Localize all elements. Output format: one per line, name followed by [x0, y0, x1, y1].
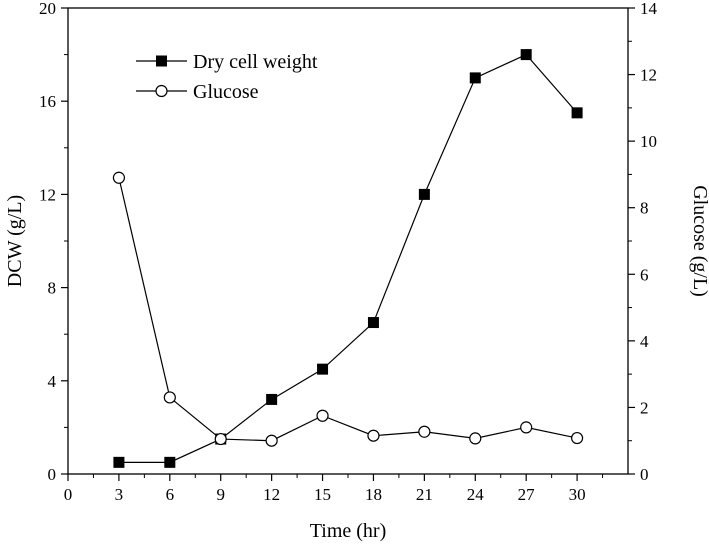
legend-label: Dry cell weight — [193, 51, 318, 73]
series-dry-cell-weight — [114, 50, 582, 468]
data-point — [419, 189, 429, 199]
y-left-tick-label: 20 — [39, 0, 56, 18]
data-point — [164, 392, 175, 403]
x-tick-label: 9 — [216, 485, 225, 504]
x-tick-label: 0 — [64, 485, 73, 504]
y-right-tick-label: 14 — [640, 0, 658, 18]
data-point — [113, 172, 124, 183]
data-point — [368, 430, 379, 441]
y-right-tick-label: 4 — [640, 332, 649, 351]
legend-item: Glucose — [136, 81, 259, 103]
legend: Dry cell weight Glucose — [136, 51, 318, 103]
data-point — [419, 426, 430, 437]
y-left-tick-label: 4 — [48, 372, 57, 391]
y-left-tick-label: 0 — [48, 465, 57, 484]
y-axis-title-left: DCW (g/L) — [4, 195, 26, 287]
plot-frame — [68, 8, 628, 474]
data-point — [266, 435, 277, 446]
x-tick-label: 3 — [115, 485, 124, 504]
data-point — [318, 364, 328, 374]
x-tick-label: 12 — [263, 485, 280, 504]
y-left-tick-label: 12 — [39, 185, 56, 204]
y-right-tick-label: 0 — [640, 465, 649, 484]
x-axis-title: Time (hr) — [310, 520, 386, 542]
y-right-tick-label: 12 — [640, 66, 657, 85]
data-point — [114, 457, 124, 467]
legend-item: Dry cell weight — [136, 51, 318, 73]
y-right-tick-label: 8 — [640, 199, 649, 218]
legend-label: Glucose — [193, 81, 259, 103]
data-point — [215, 434, 226, 445]
data-point — [572, 433, 583, 444]
x-tick-label: 18 — [365, 485, 382, 504]
axes — [68, 8, 628, 474]
y-right-tick-label: 2 — [640, 398, 649, 417]
data-point — [572, 108, 582, 118]
x-tick-label: 27 — [518, 485, 536, 504]
legend-marker — [157, 56, 167, 66]
x-tick-label: 24 — [467, 485, 485, 504]
series-line — [119, 55, 577, 463]
x-tick-label: 30 — [569, 485, 586, 504]
data-point — [521, 422, 532, 433]
data-point — [368, 318, 378, 328]
y-axis-title-right: Glucose (g/L) — [689, 185, 709, 297]
x-tick-label: 6 — [166, 485, 175, 504]
data-point — [165, 457, 175, 467]
legend-marker — [156, 86, 167, 97]
y-right-tick-label: 6 — [640, 265, 649, 284]
series-glucose — [113, 172, 582, 446]
data-point — [470, 433, 481, 444]
y-right-tick-label: 10 — [640, 132, 657, 151]
x-tick-label: 15 — [314, 485, 331, 504]
series-line — [119, 178, 577, 441]
data-point — [521, 50, 531, 60]
series-layer — [113, 50, 582, 468]
data-point — [267, 394, 277, 404]
y-left-tick-label: 8 — [48, 279, 57, 298]
x-tick-label: 21 — [416, 485, 433, 504]
data-point — [317, 410, 328, 421]
y-left-tick-label: 16 — [39, 92, 56, 111]
data-point — [470, 73, 480, 83]
